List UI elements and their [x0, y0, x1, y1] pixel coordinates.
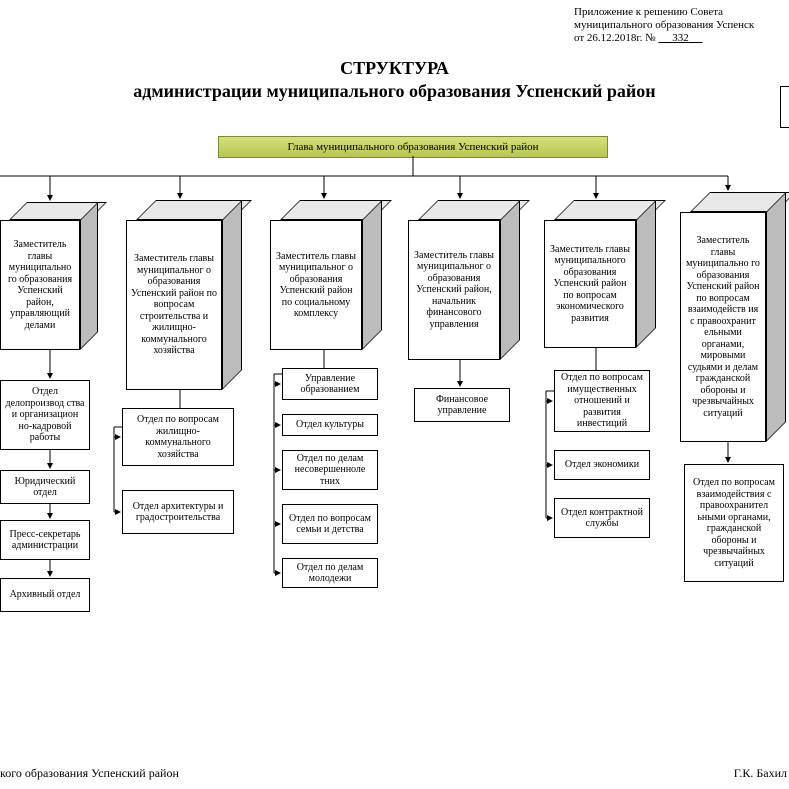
title-line1: СТРУКТУРА: [0, 58, 789, 79]
deputy-label: Заместитель главы муниципального образов…: [544, 220, 636, 348]
department-box: Юридический отдел: [0, 470, 90, 504]
title-line2: администрации муниципального образования…: [0, 81, 789, 102]
head-box: Глава муниципального образования Успенск…: [218, 136, 608, 158]
deputy-cube: Заместитель главы муниципальног о образо…: [408, 200, 520, 360]
footer-right: Г.К. Бахил: [734, 766, 787, 781]
department-box: Отдел по делам несовершенноле тних: [282, 450, 378, 490]
appendix-block: Приложение к решению Совета муниципально…: [574, 6, 789, 46]
department-box: Отдел архитектуры и градостроительства: [122, 490, 234, 534]
deputy-cube: Заместитель главы муниципальног о образо…: [126, 200, 242, 390]
department-box: Отдел по делам молодежи: [282, 558, 378, 588]
deputy-label: Заместитель главы муниципально го образо…: [680, 212, 766, 442]
department-box: Управление образованием: [282, 368, 378, 400]
footer-left: кого образования Успенский район: [0, 766, 179, 781]
department-box: Пресс-секретарь администрации: [0, 520, 90, 560]
department-box: Отдел по вопросам имущественных отношени…: [554, 370, 650, 432]
deputy-label: Заместитель главы муниципальног о образо…: [408, 220, 500, 360]
department-box: Отдел по вопросам жилищно-коммунального …: [122, 408, 234, 466]
department-box: Отдел контрактной службы: [554, 498, 650, 538]
deputy-cube: Заместитель главы муниципально го образо…: [680, 192, 786, 442]
department-box: Финансовое управление: [414, 388, 510, 422]
connector-lines: [0, 0, 789, 789]
appendix-line2: муниципального образования Успенск: [574, 19, 789, 32]
deputy-cube: Заместитель главы муниципального образов…: [544, 200, 656, 348]
deputy-label: Заместитель главы муниципальног о образо…: [126, 220, 222, 390]
department-box: Архивный отдел: [0, 578, 90, 612]
deputy-label: Заместитель главы муниципально го образо…: [0, 220, 80, 350]
department-box: Отдел культуры: [282, 414, 378, 436]
department-box: Отдел по вопросам семьи и детства: [282, 504, 378, 544]
department-box: Отдел экономики: [554, 450, 650, 480]
department-box: Отдел делопроизвод ства и организацион н…: [0, 380, 90, 450]
partial-right-box: О ф: [780, 86, 789, 128]
department-box: Отдел по вопросам взаимодействия с право…: [684, 464, 784, 582]
appendix-line3: от 26.12.2018г. № 332: [574, 32, 789, 45]
title-block: СТРУКТУРА администрации муниципального о…: [0, 58, 789, 102]
deputy-label: Заместитель главы муниципальног о образо…: [270, 220, 362, 350]
appendix-line1: Приложение к решению Совета: [574, 6, 789, 19]
deputy-cube: Заместитель главы муниципальног о образо…: [270, 200, 382, 350]
deputy-cube: Заместитель главы муниципально го образо…: [0, 202, 98, 350]
